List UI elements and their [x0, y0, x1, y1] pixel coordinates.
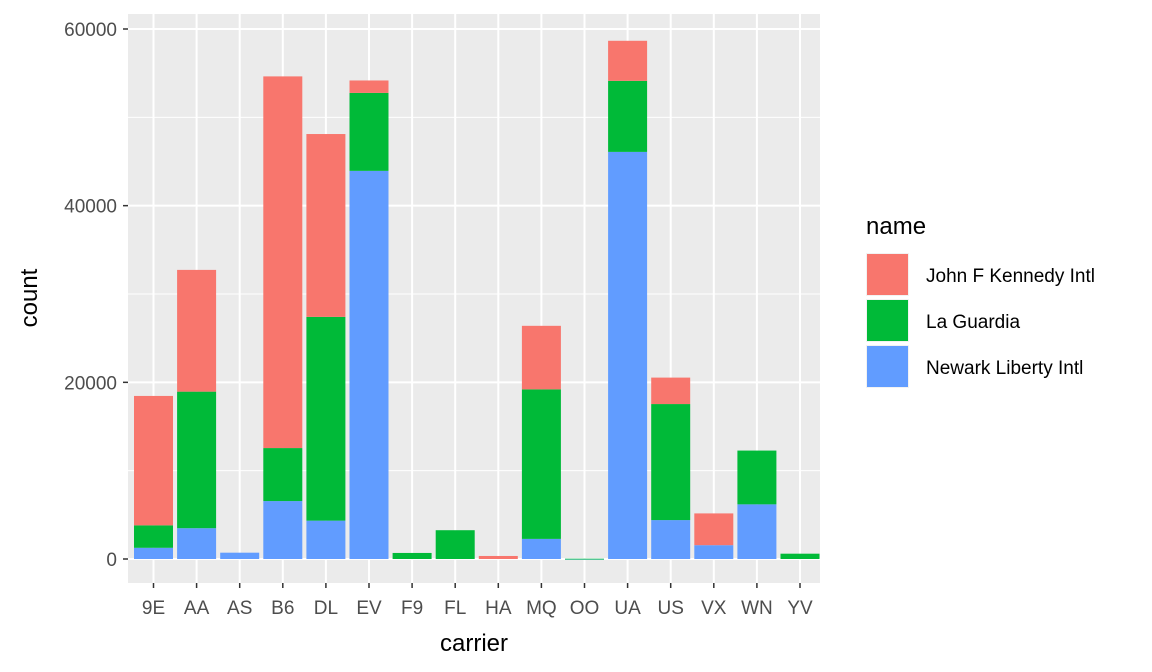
x-tick-label: US: [657, 598, 683, 619]
x-tick-label: DL: [314, 598, 338, 619]
bar-segment: [177, 528, 217, 559]
bar-segment: [220, 552, 260, 559]
bar-segment: [521, 325, 561, 390]
legend-swatch: [867, 346, 908, 387]
x-tick-label: OO: [570, 598, 600, 619]
x-tick-label: AS: [227, 598, 252, 619]
bar-segment: [263, 448, 303, 502]
x-tick-label: VX: [701, 598, 727, 619]
bar-segment: [694, 545, 734, 559]
x-tick-label: WN: [741, 598, 773, 619]
x-tick-label: YV: [787, 598, 813, 619]
legend-label: John F Kennedy Intl: [926, 266, 1095, 287]
bars: [134, 40, 820, 560]
bar-segment: [177, 269, 217, 392]
panel-background: [128, 14, 820, 583]
x-tick-label: FL: [444, 598, 466, 619]
bar-segment: [651, 377, 691, 405]
bar-segment: [651, 404, 691, 521]
legend-label: Newark Liberty Intl: [926, 358, 1083, 379]
y-tick-label: 40000: [64, 197, 117, 218]
legend-swatch: [867, 300, 908, 341]
x-axis: 9E AA AS B6 DL EV F9 FL HA MQ OO UA US VX WN YV: [142, 583, 813, 619]
bar-segment: [177, 391, 217, 529]
x-tick-label: MQ: [526, 598, 557, 619]
bar-segment: [306, 134, 346, 317]
y-axis-title: count: [16, 268, 43, 327]
bar-segment: [780, 553, 820, 559]
bar-segment: [608, 151, 648, 559]
y-tick-label: 0: [106, 550, 117, 571]
bar-segment: [349, 80, 389, 93]
x-axis-title: carrier: [440, 630, 508, 657]
x-tick-label: HA: [485, 598, 512, 619]
legend: name John F Kennedy Intl La Guardia Newark…: [866, 213, 1095, 388]
x-tick-label: B6: [271, 598, 294, 619]
y-tick-label: 20000: [64, 373, 117, 394]
bar-segment: [134, 395, 173, 526]
grid-minor: [128, 116, 820, 472]
x-tick-label: AA: [184, 598, 210, 619]
bar-segment: [521, 389, 561, 539]
legend-label: La Guardia: [926, 312, 1020, 333]
bar-segment: [737, 450, 777, 505]
bar-segment: [263, 76, 303, 449]
bar-segment: [134, 525, 173, 548]
y-axis: 0 20000 40000 60000: [64, 20, 128, 571]
bar-segment: [608, 40, 648, 81]
bar-segment: [694, 513, 734, 546]
bar-segment: [651, 520, 691, 559]
x-tick-label: UA: [614, 598, 641, 619]
x-tick-label: 9E: [142, 598, 165, 619]
bar-segment: [349, 170, 389, 559]
bar-segment: [392, 552, 432, 559]
bar-segment: [565, 558, 604, 560]
bar-segment: [134, 547, 173, 559]
legend-title: name: [866, 213, 926, 240]
x-tick-label: F9: [401, 598, 423, 619]
bar-segment: [306, 520, 346, 559]
bar-segment: [435, 530, 475, 559]
legend-swatch: [867, 254, 908, 295]
y-tick-label: 60000: [64, 20, 117, 41]
x-tick-label: EV: [356, 598, 382, 619]
bar-segment: [521, 538, 561, 559]
bar-segment: [263, 501, 303, 559]
bar-segment: [349, 92, 389, 171]
bar-segment: [608, 80, 648, 152]
bar-segment: [306, 316, 346, 521]
bar-segment: [737, 504, 777, 559]
bar-segment: [478, 555, 518, 559]
